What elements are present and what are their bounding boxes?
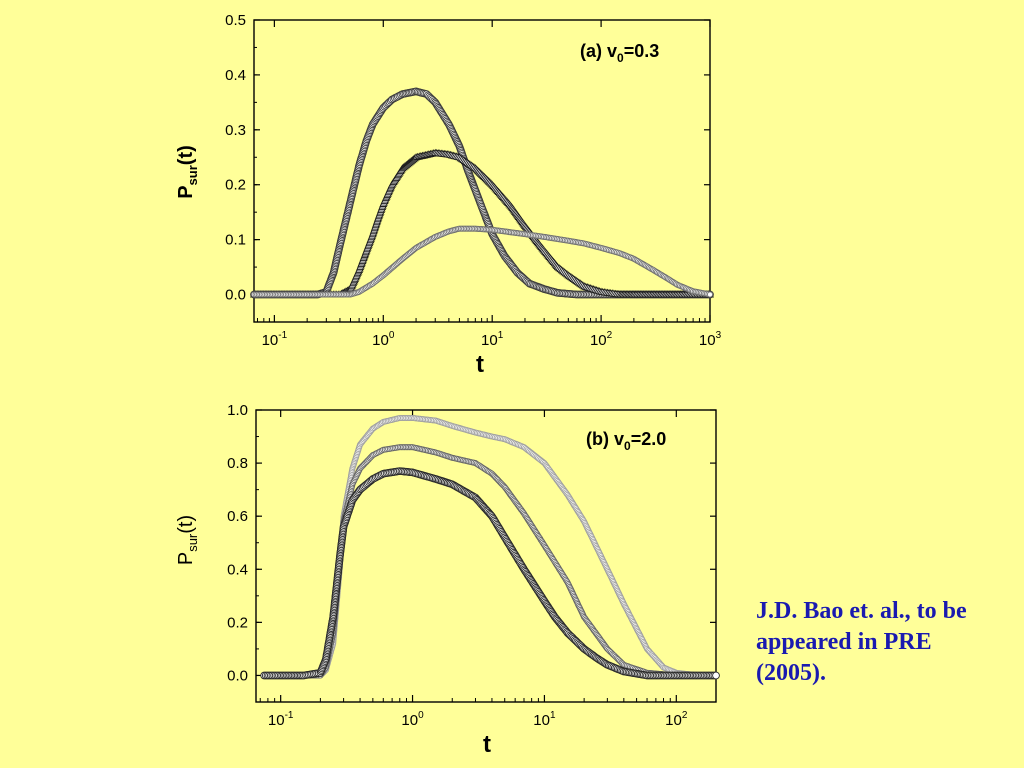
panel-a-x-tick-label: 102 xyxy=(590,330,613,349)
panel-b: 0.0 0.2 0.4 0.6 0.8 1.0 10-1 100 101 102 (b) v0=2… xyxy=(175,402,720,758)
panel-a-x-tick-label: 10-1 xyxy=(262,330,288,349)
panel-b-series-3-marker xyxy=(712,671,720,680)
panel-a-x-axis-title: t xyxy=(476,351,484,378)
panel-b-x-tick-label: 10-1 xyxy=(268,710,294,729)
panel-b-x-axis-title: t xyxy=(483,731,491,758)
panel-a-label: (a) v0=0.3 xyxy=(580,41,659,65)
panel-a: 0.0 0.1 0.2 0.3 0.4 0.5 10-1 100 101 102 103 (a) v… xyxy=(175,12,722,378)
panel-a-y-tick-label: 0.3 xyxy=(225,122,246,139)
panel-b-y-tick-label: 0.6 xyxy=(227,508,248,525)
panel-b-ticks: 0.0 0.2 0.4 0.6 0.8 1.0 10-1 100 101 102 xyxy=(227,402,717,729)
panel-a-y-tick-label: 0.0 xyxy=(225,287,246,304)
panel-a-series xyxy=(250,87,714,299)
panel-b-y-tick-label: 0.8 xyxy=(227,455,248,472)
panel-b-y-tick-label: 1.0 xyxy=(227,402,248,419)
panel-b-y-tick-label: 0.4 xyxy=(227,561,248,578)
panel-a-y-tick-label: 0.1 xyxy=(225,232,246,249)
citation-text: J.D. Bao et. al., to be appeared in PRE … xyxy=(756,598,967,686)
panel-b-x-tick-label: 102 xyxy=(665,710,688,729)
panel-b-series-3 xyxy=(260,467,720,680)
panel-a-y-axis-title: Psur(t) xyxy=(175,145,200,199)
panel-b-series xyxy=(260,414,720,680)
panel-a-ticks: 0.0 0.1 0.2 0.3 0.4 0.5 10-1 100 101 102 103 xyxy=(225,12,721,349)
panel-a-x-tick-label: 103 xyxy=(699,330,722,349)
panel-a-x-tick-label: 101 xyxy=(481,330,504,349)
panel-a-series-3-marker xyxy=(706,291,714,298)
panel-b-y-tick-label: 0.2 xyxy=(227,614,248,631)
panel-a-series-2 xyxy=(250,148,714,298)
panel-a-y-tick-label: 0.2 xyxy=(225,177,246,194)
panel-a-y-tick-label: 0.5 xyxy=(225,12,246,29)
panel-b-label: (b) v0=2.0 xyxy=(586,429,666,453)
panel-b-plot-area xyxy=(255,409,717,703)
panel-a-x-tick-label: 100 xyxy=(372,330,395,349)
panel-b-y-tick-label: 0.0 xyxy=(227,667,248,684)
panel-b-x-tick-label: 100 xyxy=(401,710,424,729)
panel-b-y-axis-title: Psur(t) xyxy=(175,515,200,565)
panel-a-series-3 xyxy=(250,225,714,298)
panel-b-x-tick-label: 101 xyxy=(533,710,556,729)
panel-a-y-tick-label: 0.4 xyxy=(225,67,246,84)
